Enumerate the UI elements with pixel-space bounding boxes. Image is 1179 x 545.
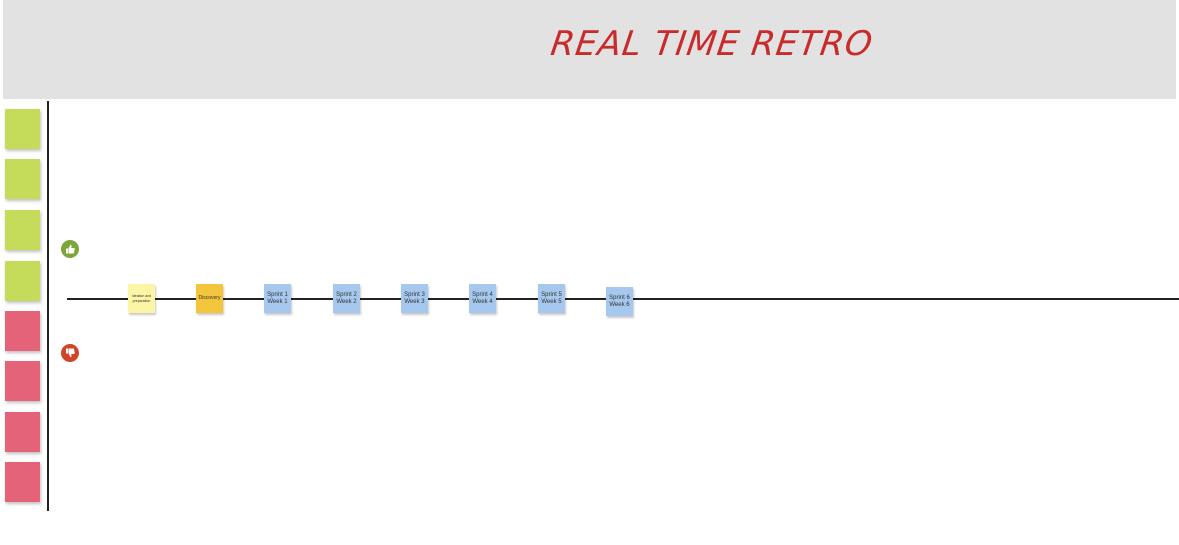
phase-label-line2: Week 2 [336, 298, 357, 305]
thumbs-up-icon [61, 240, 79, 258]
phase-note-ideation[interactable]: Ideation and preparation [128, 284, 155, 313]
phase-note-sprint-1[interactable]: Sprint 1 Week 1 [264, 284, 291, 313]
phase-note-sprint-4[interactable]: Sprint 4 Week 4 [469, 284, 496, 313]
phase-note-sprint-2[interactable]: Sprint 2 Week 2 [333, 284, 360, 313]
sticky-note-red[interactable] [5, 462, 40, 502]
sticky-note-green[interactable] [5, 210, 40, 250]
phase-label-line2: Week 3 [404, 298, 425, 305]
phase-label-line1: Sprint 2 [336, 291, 357, 298]
sticky-note-red[interactable] [5, 412, 40, 452]
phase-label-line1: Discovery [198, 294, 221, 301]
vertical-axis-line [47, 101, 49, 511]
sticky-note-green[interactable] [5, 159, 40, 199]
sticky-note-red[interactable] [5, 361, 40, 401]
phase-label-line1: Sprint 5 [541, 291, 562, 298]
thumbs-down-icon [61, 344, 79, 362]
phase-note-sprint-6[interactable]: Sprint 6 Week 6 [606, 287, 633, 316]
sticky-note-green[interactable] [5, 109, 40, 149]
phase-label-line1: Sprint 3 [404, 291, 425, 298]
phase-label-line2: preparation [132, 298, 151, 303]
phase-note-sprint-3[interactable]: Sprint 3 Week 3 [401, 284, 428, 313]
board-header: REAL TIME RETRO [3, 0, 1176, 99]
phase-label-line1: Sprint 4 [472, 291, 493, 298]
sticky-note-green[interactable] [5, 261, 40, 301]
phase-note-discovery[interactable]: Discovery [196, 284, 223, 313]
phase-label-line2: Week 1 [267, 298, 288, 305]
phase-label-line1: Ideation and [131, 294, 152, 299]
board-title: REAL TIME RETRO [548, 24, 876, 64]
phase-label-line2: Week 6 [609, 301, 630, 308]
phase-label-line1: Sprint 6 [609, 294, 630, 301]
phase-label-line1: Sprint 1 [267, 291, 288, 298]
phase-label-line2: Week 5 [541, 298, 562, 305]
phase-note-sprint-5[interactable]: Sprint 5 Week 5 [538, 284, 565, 313]
phase-label-line2: Week 4 [472, 298, 493, 305]
sticky-note-red[interactable] [5, 311, 40, 351]
